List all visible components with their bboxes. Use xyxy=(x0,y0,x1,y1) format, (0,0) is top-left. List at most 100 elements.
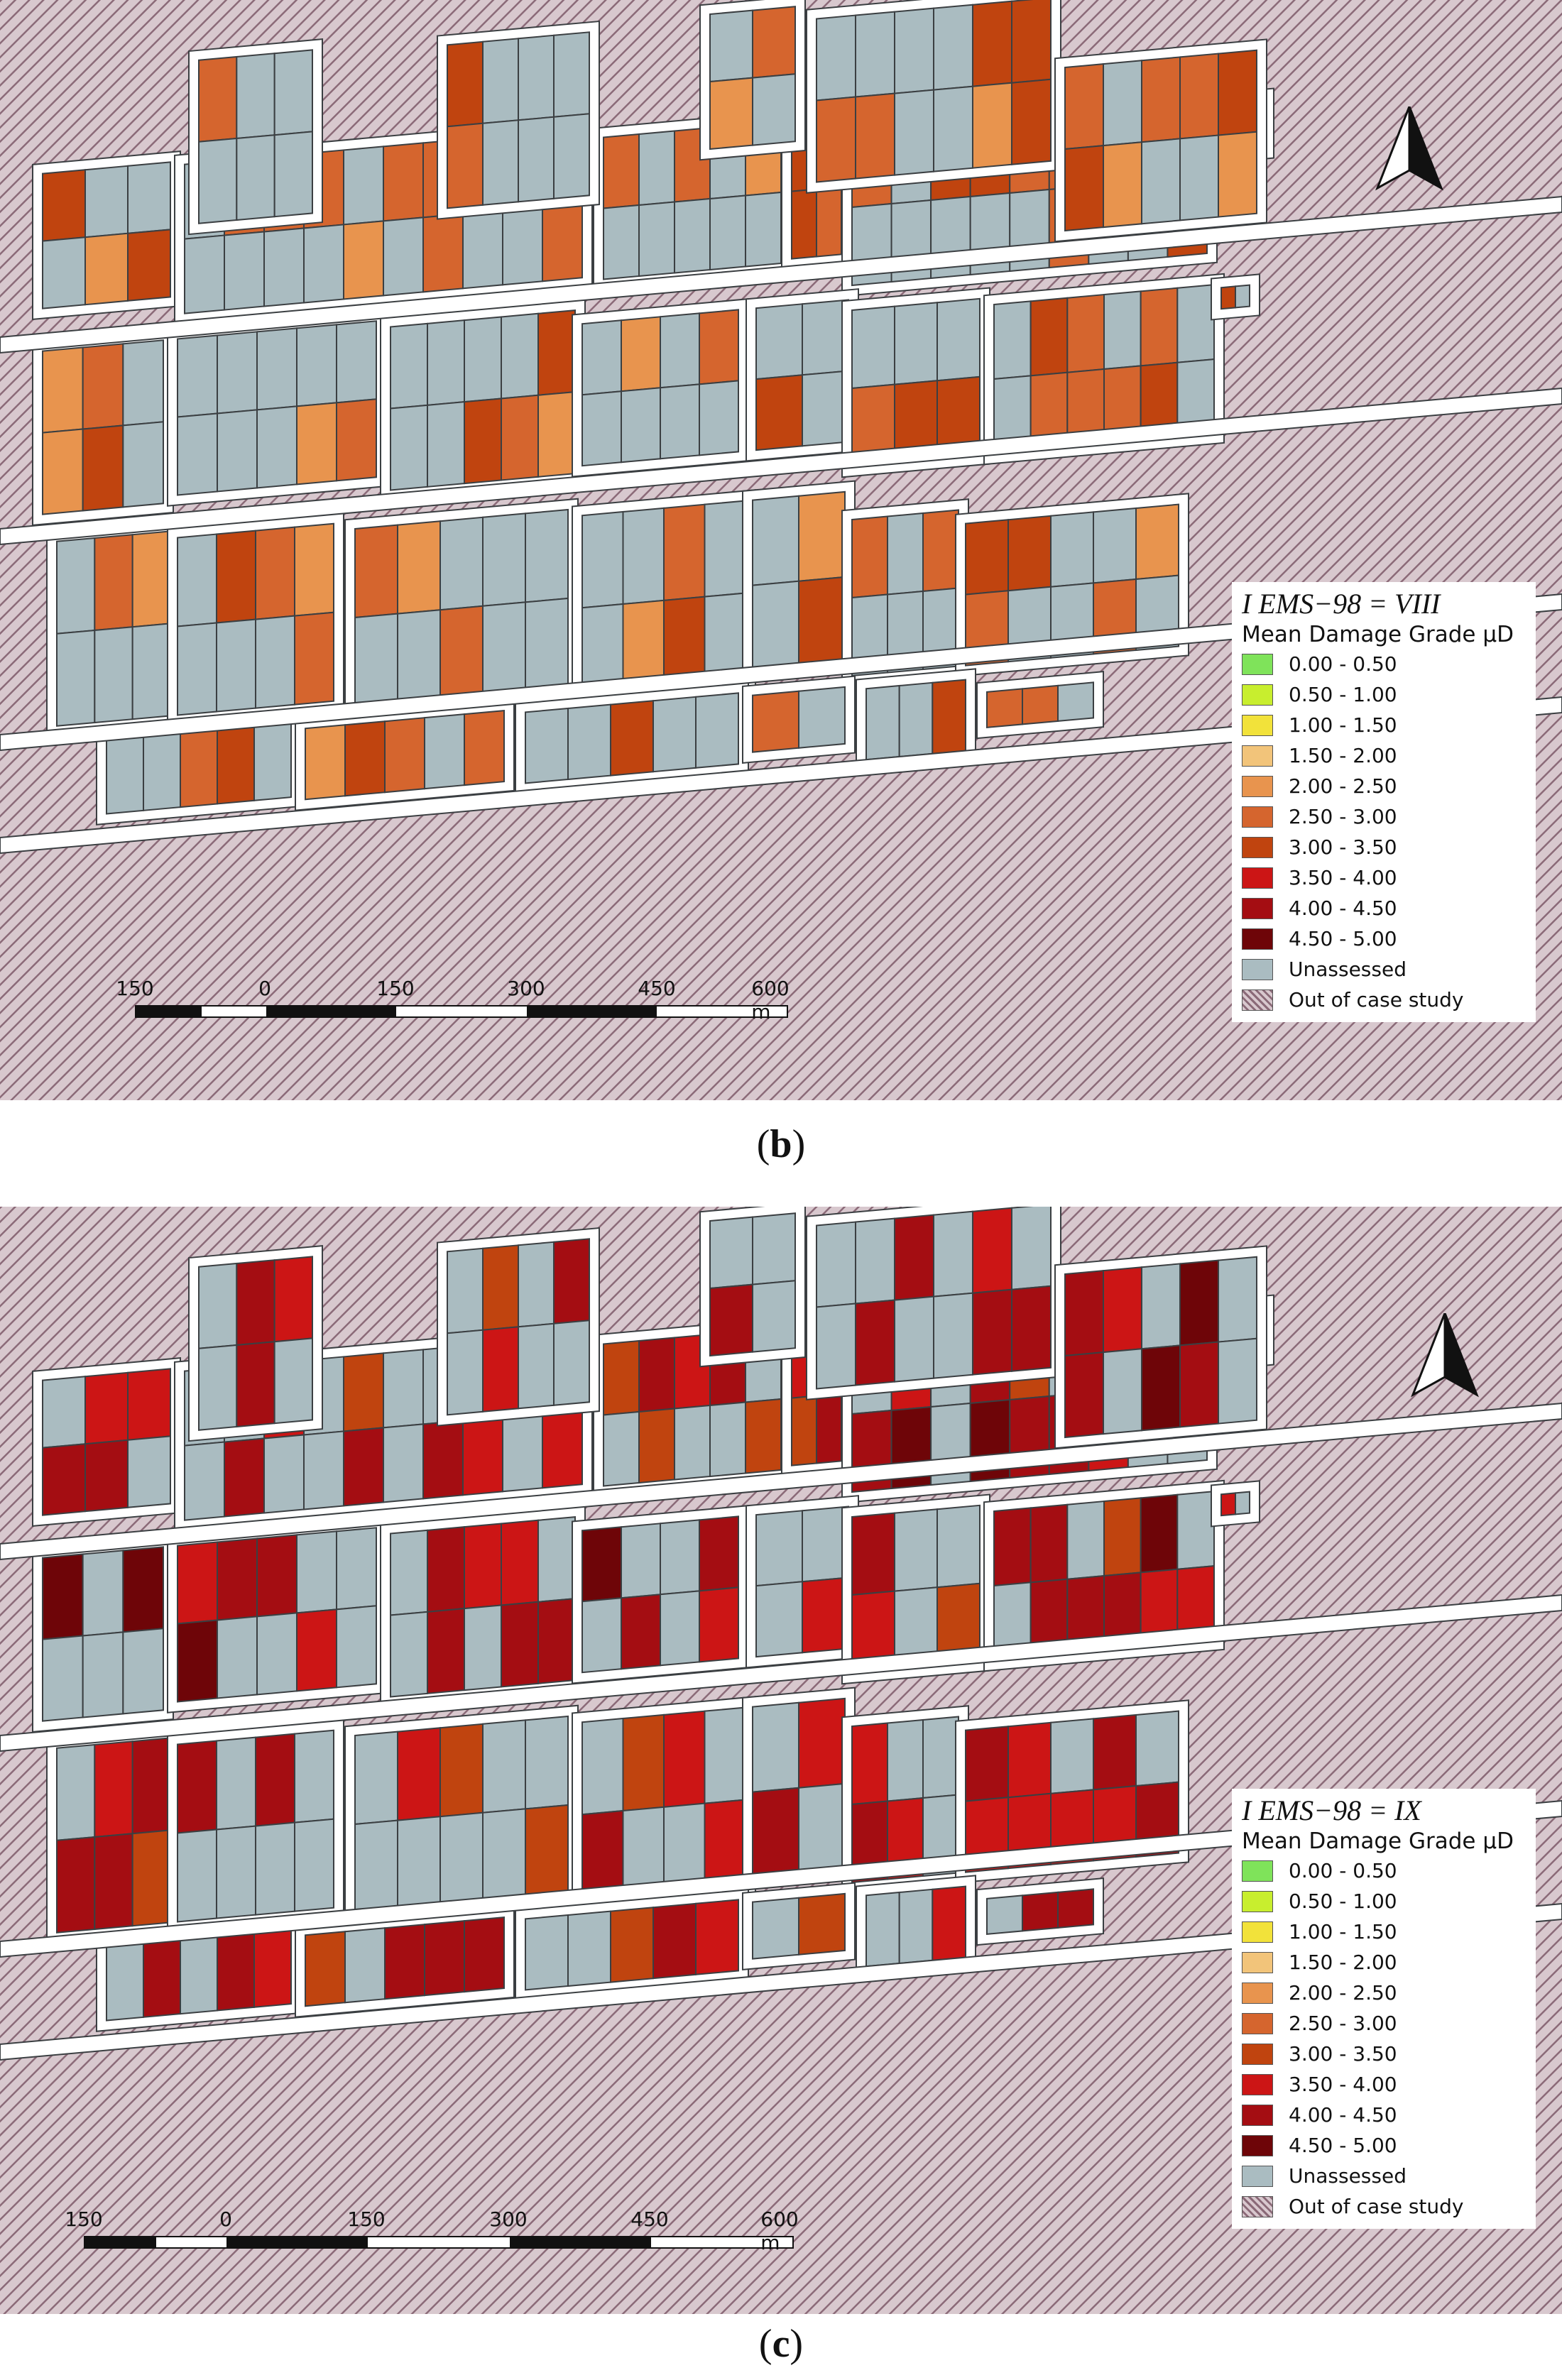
building-damaged xyxy=(384,717,425,794)
legend-label: 4.00 - 4.50 xyxy=(1289,2103,1397,2127)
building-damaged xyxy=(1007,1721,1052,1799)
scale-label: 600 m xyxy=(751,977,790,1024)
building-damaged xyxy=(537,391,576,478)
legend-item: 1.50 - 2.00 xyxy=(1242,740,1526,771)
building-damaged xyxy=(384,1924,425,2000)
building-unassessed xyxy=(296,1530,337,1614)
building-damaged xyxy=(855,1299,895,1386)
building-unassessed xyxy=(1066,1500,1105,1580)
building-damaged xyxy=(922,509,959,593)
legend-label: 1.00 - 1.50 xyxy=(1289,713,1397,737)
building-damaged xyxy=(791,1395,817,1466)
north-arrow-icon xyxy=(1411,1312,1479,1398)
building-damaged xyxy=(1135,503,1179,581)
legend-item: Out of case study xyxy=(1242,985,1526,1015)
building-unassessed xyxy=(1103,60,1142,147)
building-unassessed xyxy=(1050,511,1094,588)
building-unassessed xyxy=(1179,134,1219,221)
building-unassessed xyxy=(752,580,799,671)
building-unassessed xyxy=(674,197,711,274)
building-damaged xyxy=(422,1420,464,1500)
building-unassessed xyxy=(56,629,96,727)
legend-item: Unassessed xyxy=(1242,954,1526,985)
building-unassessed xyxy=(933,1292,973,1379)
building-damaged xyxy=(131,1829,171,1927)
intensity-label: I EMS−98 = IX xyxy=(1242,1794,1421,1826)
building-unassessed xyxy=(993,300,1032,380)
building-damaged xyxy=(1179,1341,1219,1428)
building-unassessed xyxy=(1218,1337,1257,1425)
building-damaged xyxy=(652,1902,697,1980)
building-unassessed xyxy=(482,38,519,124)
street xyxy=(0,593,1562,752)
building-unassessed xyxy=(263,227,305,307)
building-unassessed xyxy=(106,731,144,815)
legend-swatch xyxy=(1242,775,1273,797)
legend-title: Mean Damage Grade μD xyxy=(1242,622,1514,647)
legend-label: Out of case study xyxy=(1289,2195,1464,2218)
building-unassessed xyxy=(709,9,753,83)
building-damaged xyxy=(273,1256,313,1343)
building-unassessed xyxy=(855,11,895,98)
building-damaged xyxy=(542,1409,583,1489)
building-damaged xyxy=(993,1507,1032,1587)
building-unassessed xyxy=(256,327,297,411)
building-damaged xyxy=(42,1443,86,1516)
building-unassessed xyxy=(865,684,900,761)
building-damaged xyxy=(1066,293,1105,373)
legend-item: 3.00 - 3.50 xyxy=(1242,2039,1526,2069)
building-damaged xyxy=(1064,1351,1104,1439)
building-damaged xyxy=(216,530,256,624)
building-unassessed xyxy=(184,234,225,314)
scale-label: 450 xyxy=(630,2208,669,2231)
scale-label: 150 xyxy=(65,2208,103,2231)
building-unassessed xyxy=(525,597,569,692)
building-damaged xyxy=(798,1892,846,1956)
building-unassessed xyxy=(502,1413,543,1493)
building-unassessed xyxy=(127,161,171,234)
building-unassessed xyxy=(525,508,569,603)
building-damaged xyxy=(932,1885,966,1961)
building-damaged xyxy=(755,374,803,451)
legend-swatch xyxy=(1242,867,1273,889)
building-damaged xyxy=(851,1722,888,1806)
building-unassessed xyxy=(518,1322,555,1410)
building-unassessed xyxy=(439,516,484,611)
building-damaged xyxy=(256,1534,297,1618)
building-damaged xyxy=(581,1526,622,1603)
north-arrow-c xyxy=(1409,1312,1480,1402)
building-unassessed xyxy=(464,1604,502,1691)
building-damaged xyxy=(177,1541,218,1625)
building-damaged xyxy=(501,394,539,481)
legend-label: 3.50 - 4.00 xyxy=(1289,2073,1397,2096)
scale-label: 150 xyxy=(376,977,415,1000)
building-damaged xyxy=(464,1916,505,1993)
building-unassessed xyxy=(518,1241,555,1328)
building-unassessed xyxy=(695,692,739,769)
building-unassessed xyxy=(354,1731,398,1826)
building-unassessed xyxy=(1011,1207,1052,1290)
legend-swatch xyxy=(1242,2104,1273,2126)
building-unassessed xyxy=(1141,1263,1181,1350)
building-damaged xyxy=(464,710,505,786)
building-damaged xyxy=(198,55,238,143)
scale-label: 450 xyxy=(638,977,676,1000)
building-unassessed xyxy=(263,1434,305,1514)
legend-title: Mean Damage Grade μD xyxy=(1242,1828,1514,1854)
building-damaged xyxy=(84,1371,129,1445)
building-unassessed xyxy=(482,119,519,206)
building-damaged xyxy=(143,1935,181,2018)
legend-swatch xyxy=(1242,806,1273,828)
legend-item: 1.50 - 2.00 xyxy=(1242,1947,1526,1978)
building-damaged xyxy=(1103,141,1142,229)
building-unassessed xyxy=(397,609,441,703)
legend-label: 1.00 - 1.50 xyxy=(1289,1920,1397,1943)
building-damaged xyxy=(344,720,386,797)
building-damaged xyxy=(177,1740,217,1834)
building-damaged xyxy=(82,424,124,512)
building-damaged xyxy=(464,397,502,485)
building-unassessed xyxy=(177,533,217,627)
building-unassessed xyxy=(525,1914,569,1991)
building-damaged xyxy=(397,1727,441,1821)
building-unassessed xyxy=(256,1612,297,1696)
